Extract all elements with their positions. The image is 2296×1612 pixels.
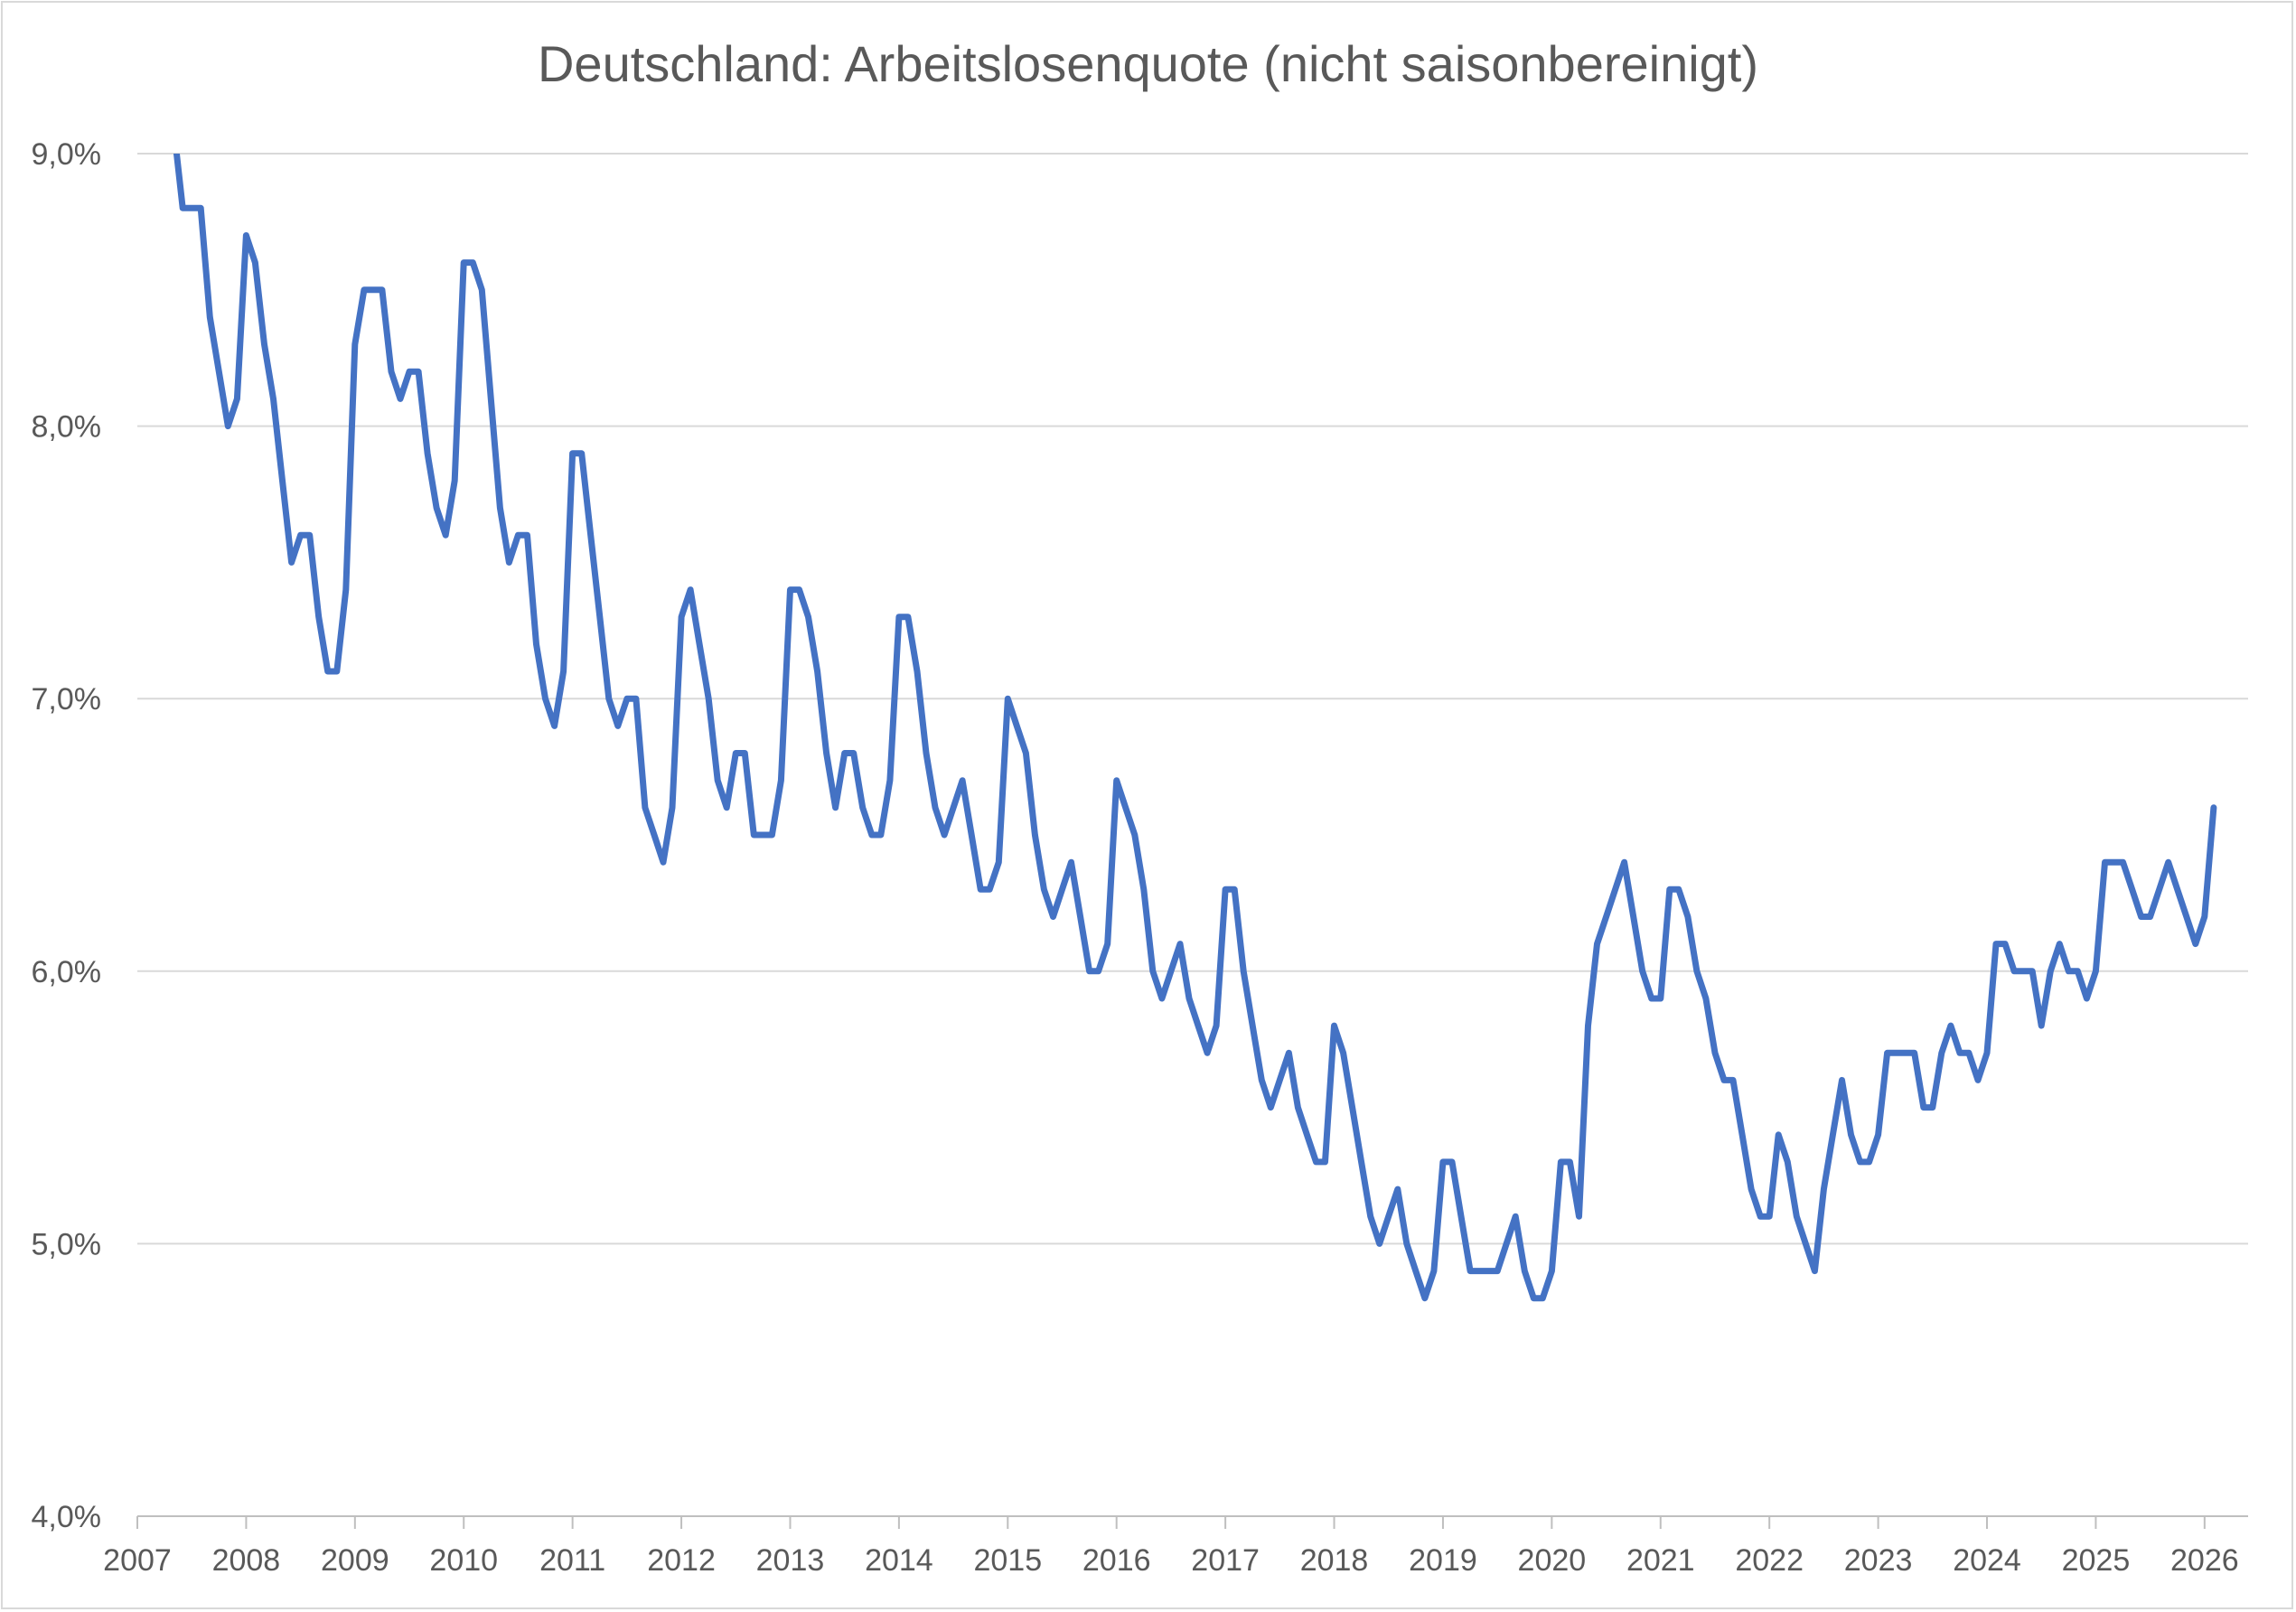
x-tick-label: 2023 — [1844, 1543, 1913, 1578]
y-tick-label: 8,0% — [32, 410, 102, 445]
x-tick-label: 2013 — [756, 1543, 825, 1578]
y-tick-label: 7,0% — [32, 682, 102, 717]
y-tick-labels: 4,0% 5,0% 6,0% 7,0% 8,0% 9,0% — [32, 137, 102, 1534]
x-tick-label: 2026 — [2170, 1543, 2239, 1578]
x-tick-label: 2007 — [103, 1543, 172, 1578]
series-layer — [173, 154, 2217, 1302]
y-tick-label: 5,0% — [32, 1227, 102, 1261]
x-tick-label: 2016 — [1082, 1543, 1151, 1578]
x-tick-label: 2012 — [647, 1543, 716, 1578]
chart-title: Deutschland: Arbeitslosenquote (nicht sa… — [537, 35, 1759, 92]
x-tick-label: 2021 — [1626, 1543, 1695, 1578]
x-tick-label: 2018 — [1300, 1543, 1369, 1578]
x-tick-label: 2025 — [2062, 1543, 2131, 1578]
series-line — [173, 154, 2217, 1302]
x-tick-label: 2022 — [1735, 1543, 1804, 1578]
x-tick-label: 2008 — [212, 1543, 281, 1578]
gridlines — [137, 153, 2248, 1245]
x-tick-label: 2020 — [1518, 1543, 1587, 1578]
y-tick-label: 9,0% — [32, 137, 102, 172]
x-tick-label: 2024 — [1953, 1543, 2021, 1578]
x-tick-label: 2011 — [539, 1543, 605, 1578]
x-tick-labels: 2007 2008 2009 2010 2011 2012 2013 2014 2015 2016… — [103, 1543, 2238, 1578]
x-tick-label: 2009 — [321, 1543, 389, 1578]
x-tick-label: 2015 — [973, 1543, 1042, 1578]
x-axis — [136, 1515, 2248, 1529]
x-tick-label: 2019 — [1409, 1543, 1477, 1578]
y-tick-label: 4,0% — [32, 1500, 102, 1534]
y-tick-label: 6,0% — [32, 955, 102, 989]
x-tick-label: 2017 — [1191, 1543, 1260, 1578]
x-tick-label: 2010 — [429, 1543, 498, 1578]
x-tick-label: 2014 — [865, 1543, 933, 1578]
